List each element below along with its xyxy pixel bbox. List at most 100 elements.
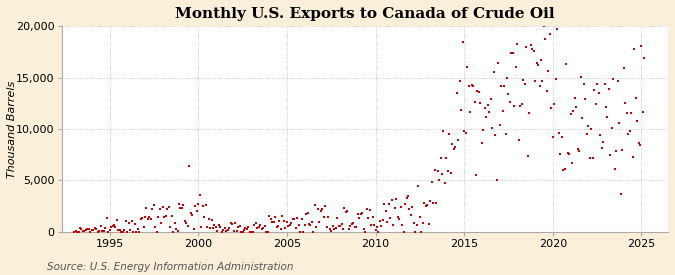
Point [104,228,115,233]
Point [587,156,598,160]
Point [502,76,512,81]
Point [290,226,301,230]
Point [85,230,96,234]
Point [391,197,402,202]
Point [213,223,224,228]
Point [419,200,430,205]
Point [388,223,399,227]
Point [518,78,529,82]
Point [197,203,208,208]
Point [423,221,434,226]
Point [109,223,119,227]
Point [516,101,527,106]
Point [394,217,404,221]
Point [539,24,549,29]
Point [124,221,134,225]
Point [585,155,595,160]
Point [611,148,622,153]
Point [234,223,245,228]
Point [306,220,317,225]
Point [148,203,159,207]
Point [150,225,161,229]
Point [565,111,576,116]
Point [162,207,173,211]
Point [142,216,153,221]
Point [267,220,277,224]
Point [253,225,264,229]
Point [178,202,189,207]
Point [333,224,344,228]
Point [315,208,326,213]
Point [116,230,127,234]
Point [281,220,292,225]
Point [141,206,152,210]
Point [194,192,205,197]
Point [431,201,441,205]
Point [167,230,178,234]
Point [366,222,377,227]
Point [630,96,641,100]
Point [329,227,340,231]
Point [130,222,140,226]
Point [233,225,244,229]
Point [475,101,486,105]
Point [510,65,521,69]
Point [639,56,650,60]
Point [230,221,240,226]
Point [298,230,308,234]
Point [618,66,629,71]
Point [439,181,450,185]
Point [580,97,591,101]
Point [555,152,566,156]
Point [546,105,557,110]
Point [371,225,382,229]
Point [636,44,647,49]
Point [111,218,122,222]
Point [305,222,316,227]
Point [586,126,597,131]
Point [261,230,271,234]
Point [581,132,592,136]
Point [310,203,321,207]
Point [477,141,487,145]
Point [595,133,605,137]
Point [268,219,279,224]
Point [589,87,599,92]
Point [614,121,624,126]
Point [100,226,111,230]
Point [300,212,311,216]
Point [208,226,219,230]
Point [327,223,338,228]
Point [468,84,479,88]
Point [177,206,188,210]
Point [620,101,630,105]
Point [354,216,364,221]
Point [552,27,563,32]
Point [293,222,304,227]
Point [308,230,319,234]
Point [295,230,306,234]
Point [545,32,556,36]
Point [219,226,230,230]
Point [88,228,99,232]
Point [460,130,471,135]
Point [131,230,142,234]
Point [578,82,589,86]
Point [103,230,113,234]
Point [236,230,246,234]
Point [487,126,497,130]
Point [323,215,333,219]
Point [414,214,425,219]
Point [224,226,235,230]
Point [426,180,437,185]
Point [481,115,491,120]
Point [583,123,594,128]
Point [504,100,515,104]
Point [362,216,373,220]
Point [535,57,546,62]
Point [534,84,545,88]
Point [126,219,137,223]
Point [299,223,310,227]
Point [435,156,446,160]
Point [248,230,259,234]
